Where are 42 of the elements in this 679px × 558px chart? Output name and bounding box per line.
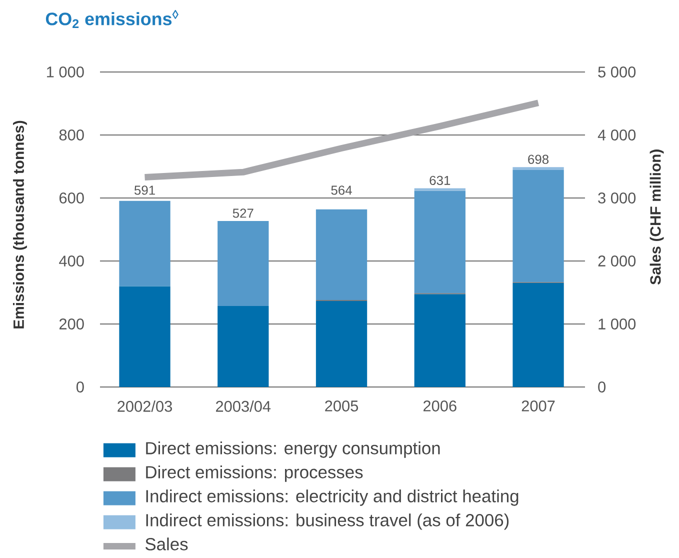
y2-tick-label: 5 000 — [598, 66, 636, 78]
total-label: 591 — [134, 186, 155, 195]
legend-label: Sales — [145, 538, 188, 550]
legend-label: Direct emissions: processes — [146, 466, 363, 482]
bar — [512, 283, 564, 387]
y2-tick-label: 0 — [598, 382, 606, 392]
bar — [316, 209, 368, 300]
y-tick-label: 0 — [76, 382, 84, 392]
bar — [414, 190, 466, 294]
y-tick-label: 400 — [59, 256, 84, 266]
bar — [414, 188, 466, 191]
bar — [414, 294, 466, 387]
total-label: 631 — [430, 176, 450, 186]
x-tick-label: 2002/03 — [118, 400, 172, 412]
bar — [218, 306, 269, 387]
legend-label: Direct emissions: energy consumption — [146, 442, 440, 458]
legend-label: Indirect emissions: business travel (as of 2006) — [146, 514, 509, 530]
y-tick-label: 800 — [59, 130, 84, 140]
chart-title: CO$_{2}$ emissions$^{◊}$ — [46, 10, 178, 28]
bar — [512, 170, 564, 282]
y-tick-label: 1 000 — [47, 66, 84, 78]
y2-axis-title: Sales (CHF million) — [650, 150, 664, 285]
y2-tick-label: 3 000 — [598, 192, 636, 204]
total-label: 527 — [232, 208, 254, 218]
y-tick-label: 200 — [59, 318, 84, 330]
bar — [119, 200, 170, 286]
total-label: 698 — [528, 154, 549, 164]
y2-tick-label: 1 000 — [598, 318, 636, 330]
bar — [512, 167, 564, 170]
x-tick-label: 2006 — [424, 400, 456, 412]
legend-label: Indirect emissions: electricity and district heating — [146, 490, 518, 506]
y2-tick-label: 4 000 — [598, 130, 636, 140]
x-tick-label: 2007 — [522, 400, 555, 412]
x-tick-label: 2003/04 — [216, 400, 271, 412]
bar — [119, 286, 170, 387]
x-tick-label: 2005 — [325, 400, 358, 412]
y-tick-label: 600 — [59, 192, 84, 204]
bar — [316, 301, 368, 387]
y-axis-title: Emissions (thousand tonnes) — [13, 120, 27, 328]
bar — [218, 220, 269, 306]
total-label: 564 — [331, 186, 352, 195]
y2-tick-label: 2 000 — [598, 256, 636, 266]
